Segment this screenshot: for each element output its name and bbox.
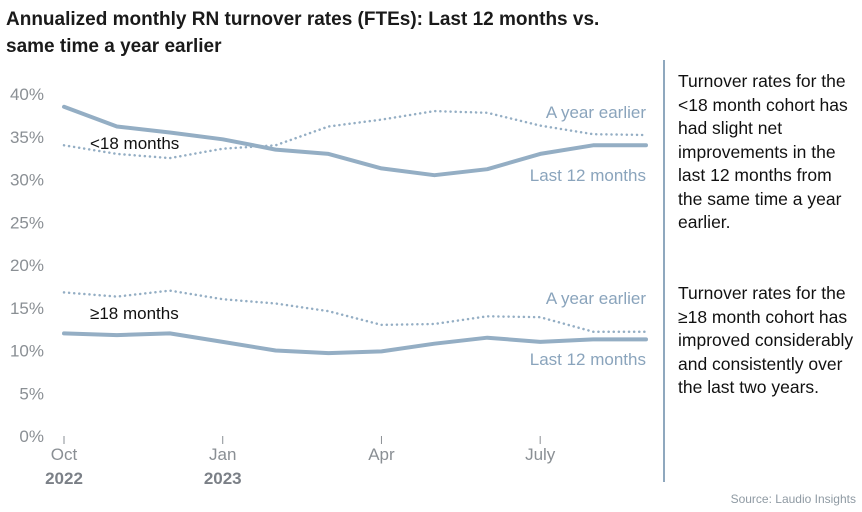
y-tick-label: 5% bbox=[19, 384, 44, 403]
source-note: Source: Laudio Insights bbox=[730, 492, 856, 506]
x-tick-year-label: 2022 bbox=[45, 469, 83, 488]
y-tick-label: 30% bbox=[10, 171, 44, 190]
x-tick-label: Oct bbox=[51, 445, 78, 464]
y-tick-label: 35% bbox=[10, 128, 44, 147]
last-12-months-line bbox=[62, 104, 648, 178]
series-label-last-12-months: Last 12 months bbox=[530, 166, 646, 185]
line-chart: 0% 5% 10% 15% 20% 25% 30% 35% 40% Oct 2022 Jan 2023… bbox=[10, 85, 648, 488]
series-lines bbox=[62, 104, 648, 356]
y-tick-label: 0% bbox=[19, 427, 44, 446]
annotation-over-18: Turnover rates for the ≥18 month cohort … bbox=[678, 283, 854, 397]
last-12-months-line bbox=[62, 331, 648, 356]
year-earlier-line bbox=[62, 289, 648, 333]
x-tick-label: July bbox=[525, 445, 556, 464]
y-tick-label: 10% bbox=[10, 342, 44, 361]
y-tick-label: 25% bbox=[10, 213, 44, 232]
x-tick-label: Jan bbox=[209, 445, 236, 464]
y-axis-ticks: 0% 5% 10% 15% 20% 25% 30% 35% 40% bbox=[10, 85, 44, 446]
year-earlier-line bbox=[62, 109, 648, 160]
cohort-label-over-18: ≥18 months bbox=[90, 304, 179, 323]
x-tick-year-label: 2023 bbox=[204, 469, 242, 488]
x-axis-ticks: Oct 2022 Jan 2023 Apr July bbox=[45, 436, 556, 488]
divider bbox=[663, 60, 665, 482]
y-tick-label: 40% bbox=[10, 85, 44, 104]
y-tick-label: 15% bbox=[10, 299, 44, 318]
chart-title: Annualized monthly RN turnover rates (FT… bbox=[6, 9, 600, 57]
x-tick-label: Apr bbox=[368, 445, 395, 464]
annotation-under-18: Turnover rates for the <18 month cohort … bbox=[678, 71, 848, 232]
series-label-year-earlier: A year earlier bbox=[546, 103, 646, 122]
series-label-last-12-months: Last 12 months bbox=[530, 350, 646, 369]
series-labels: A year earlier Last 12 months <18 months A … bbox=[90, 103, 646, 369]
y-tick-label: 20% bbox=[10, 256, 44, 275]
series-label-year-earlier: A year earlier bbox=[546, 289, 646, 308]
cohort-label-under-18: <18 months bbox=[90, 134, 179, 153]
